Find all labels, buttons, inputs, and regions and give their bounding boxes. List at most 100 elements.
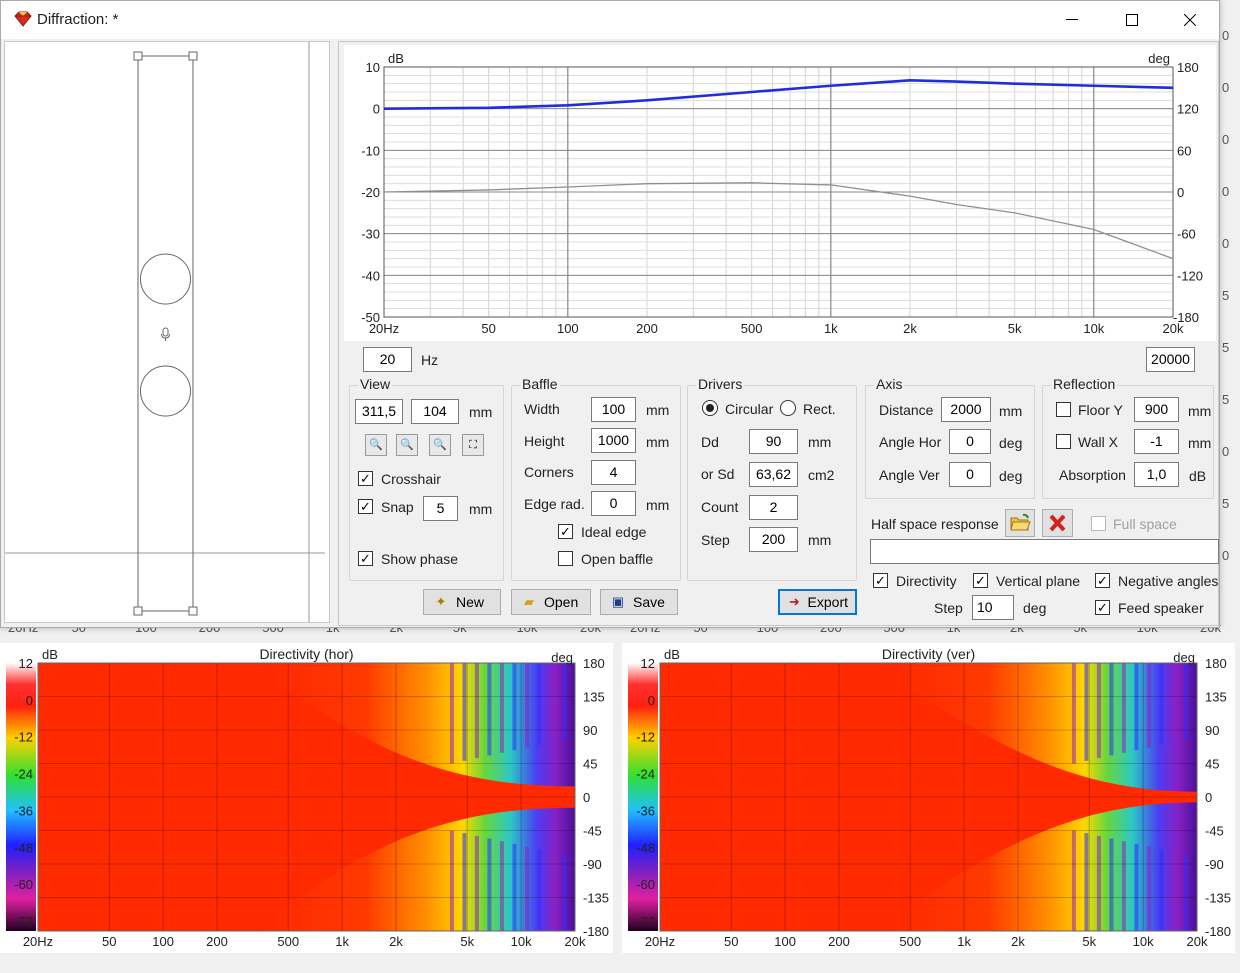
heatmap-stripe	[1171, 851, 1176, 931]
save-button[interactable]: ▣ Save	[600, 589, 678, 615]
export-button[interactable]: ➜ Export	[778, 589, 857, 615]
deg-tick-label: -90	[583, 857, 602, 872]
max-hz-input[interactable]: 20000	[1146, 347, 1195, 372]
clear-half-space-button[interactable]	[1042, 509, 1073, 537]
background-tick-label: 0	[1222, 28, 1230, 43]
frequency-response-chart[interactable]: 100-10-20-30-40-50180120600-60-120-180dB…	[344, 45, 1216, 341]
floor-input[interactable]: 900	[1134, 397, 1179, 422]
corners-input[interactable]: 4	[591, 460, 636, 485]
heatmap-stripe	[537, 849, 542, 931]
open-baffle-checkbox[interactable]	[558, 551, 573, 566]
axis-group-title: Axis	[874, 376, 905, 392]
chart-title: Directivity (hor)	[259, 646, 353, 662]
heatmap-stripe	[474, 835, 479, 931]
x-tick-label: 2k	[1011, 934, 1025, 949]
show-phase-checkbox[interactable]: ✓	[358, 551, 373, 566]
view-value-2-input[interactable]: 104	[411, 399, 459, 424]
x-tick-label: 20Hz	[369, 321, 399, 336]
close-button[interactable]	[1167, 1, 1213, 39]
dd-input[interactable]: 90	[749, 429, 798, 454]
negative-angles-checkbox[interactable]: ✓	[1095, 573, 1110, 588]
wall-checkbox[interactable]	[1056, 434, 1071, 449]
vertical-plane-checkbox[interactable]: ✓	[973, 573, 988, 588]
open-button[interactable]: ▰ Open	[511, 589, 591, 615]
phase-tick-label: -60	[1177, 227, 1196, 242]
db-tick-label: 0	[26, 693, 33, 708]
distance-input[interactable]: 2000	[941, 397, 991, 422]
sd-unit: cm2	[808, 467, 835, 483]
y-tick-label: 10	[366, 60, 380, 75]
color-scale-bar	[6, 663, 36, 931]
directivity-step-input[interactable]: 10	[972, 595, 1014, 620]
delete-icon	[1049, 514, 1066, 532]
db-tick-label: -12	[14, 730, 33, 745]
half-space-label: Half space response	[871, 516, 999, 532]
directivity-vertical-chart[interactable]: Directivity (ver) dB deg 12 0 -12 -24 -36 -48 -60…	[622, 643, 1235, 953]
phase-tick-label: 180	[1177, 60, 1199, 75]
minimize-icon	[1066, 19, 1078, 20]
width-input[interactable]: 100	[591, 397, 636, 422]
count-input[interactable]: 2	[749, 495, 798, 520]
absorption-input[interactable]: 1,0	[1134, 462, 1179, 487]
heatmap-lobe-lower	[874, 802, 1197, 931]
x-tick-label: 50	[102, 934, 116, 949]
angle-hor-input[interactable]: 0	[949, 429, 991, 454]
baffle-canvas[interactable]	[4, 41, 330, 623]
directivity-checkbox[interactable]: ✓	[873, 573, 888, 588]
maximize-button[interactable]	[1109, 1, 1155, 39]
heatmap-stripe	[1171, 663, 1176, 743]
deg-tick-label: -135	[583, 891, 609, 906]
wall-input[interactable]: -1	[1134, 429, 1179, 454]
zoom-in-button[interactable]: 🔍	[429, 434, 451, 456]
x-tick-label: 10k	[1133, 934, 1154, 949]
db-tick-label: -36	[14, 803, 33, 818]
edge-radius-input[interactable]: 0	[591, 491, 636, 516]
title-bar[interactable]: Diffraction: *	[1, 1, 1219, 39]
open-half-space-button[interactable]	[1005, 509, 1035, 537]
deg-tick-label: 180	[1205, 656, 1227, 671]
height-input[interactable]: 1000	[591, 428, 636, 453]
heatmap-stripe	[474, 663, 479, 759]
background-tick-label: 0	[1222, 548, 1230, 563]
heatmap-stripe	[499, 663, 504, 753]
floor-checkbox[interactable]	[1056, 402, 1071, 417]
x-tick-label: 10k	[511, 934, 532, 949]
zoom-reset-icon: 🔍	[400, 439, 414, 451]
directivity-horizontal-chart[interactable]: Directivity (hor) dB deg 12 0 -12 -24 -36 -48 -60…	[0, 643, 613, 953]
angle-ver-unit: deg	[999, 468, 1023, 484]
feed-speaker-checkbox[interactable]: ✓	[1095, 600, 1110, 615]
view-value-1-input[interactable]: 311,5	[355, 399, 403, 424]
phase-tick-label: -120	[1177, 268, 1203, 283]
crosshair-checkbox[interactable]: ✓	[358, 471, 373, 486]
rect-radio[interactable]	[780, 400, 796, 416]
color-scale-bar	[628, 663, 658, 931]
driver-step-input[interactable]: 200	[749, 527, 798, 552]
minimize-button[interactable]	[1049, 1, 1095, 39]
deg-unit-label: deg	[1173, 650, 1195, 665]
background-tick-label: 5	[1222, 392, 1230, 407]
heatmap-stripe	[487, 838, 492, 931]
ideal-edge-checkbox[interactable]: ✓	[558, 524, 573, 539]
heatmap-stripe	[1071, 663, 1076, 764]
min-hz-unit: Hz	[421, 352, 439, 368]
snap-input[interactable]: 5	[423, 496, 458, 521]
drivers-group-title: Drivers	[696, 376, 745, 392]
min-hz-input[interactable]: 20	[363, 347, 412, 372]
db-tick-label: 0	[648, 693, 655, 708]
driver-circle	[140, 253, 191, 305]
zoom-reset-button[interactable]: 🔍	[396, 434, 418, 456]
new-button[interactable]: ✦ New	[423, 589, 501, 615]
resize-handle	[133, 606, 143, 616]
driver-step-unit: mm	[808, 532, 832, 548]
circular-radio[interactable]	[702, 400, 718, 416]
half-space-path-input[interactable]	[870, 539, 1219, 564]
full-space-checkbox[interactable]	[1091, 516, 1106, 531]
background-tick-label: 5	[1222, 496, 1230, 511]
heatmap-lobe-upper	[874, 663, 1197, 792]
angle-ver-input[interactable]: 0	[949, 462, 991, 487]
heatmap-stripe	[449, 830, 454, 931]
snap-checkbox[interactable]: ✓	[358, 499, 373, 514]
fit-view-button[interactable]: ⛶	[462, 434, 484, 456]
sd-input[interactable]: 63,62	[749, 462, 798, 487]
zoom-out-button[interactable]: 🔍	[365, 434, 387, 456]
